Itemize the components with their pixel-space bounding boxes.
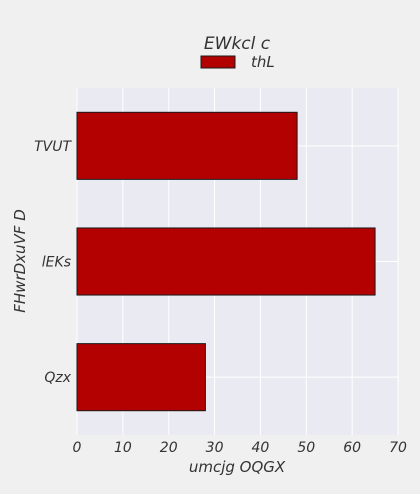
x-tick-label: 40 [252,440,270,456]
y-tick-label: lEKs [42,255,71,271]
y-tick-label: Qzx [44,370,71,386]
x-axis-ticks: 0 10 20 30 40 50 60 70 [73,440,407,456]
bar-TVUT[interactable] [76,111,298,180]
legend[interactable]: thL [200,53,275,71]
x-tick-label: 10 [114,440,132,456]
legend-swatch [200,55,236,69]
bar-series [76,111,376,412]
y-axis-label: FHwrDxuVF D [11,209,29,312]
y-tick-label: TVUT [34,139,72,155]
chart-title: EWkcl c [204,34,271,54]
x-tick-label: 60 [343,440,361,456]
x-tick-label: 50 [297,440,315,456]
bar-Qzx[interactable] [76,343,206,412]
legend-label: thL [251,53,275,71]
y-axis-ticks: TVUT lEKs Qzx [34,139,72,386]
x-tick-label: 20 [160,440,178,456]
x-tick-label: 0 [73,440,82,456]
x-tick-label: 70 [389,440,407,456]
x-axis-label: umcjg OQGX [189,458,286,476]
x-tick-label: 30 [206,440,224,456]
bar-lEKs[interactable] [76,227,376,296]
